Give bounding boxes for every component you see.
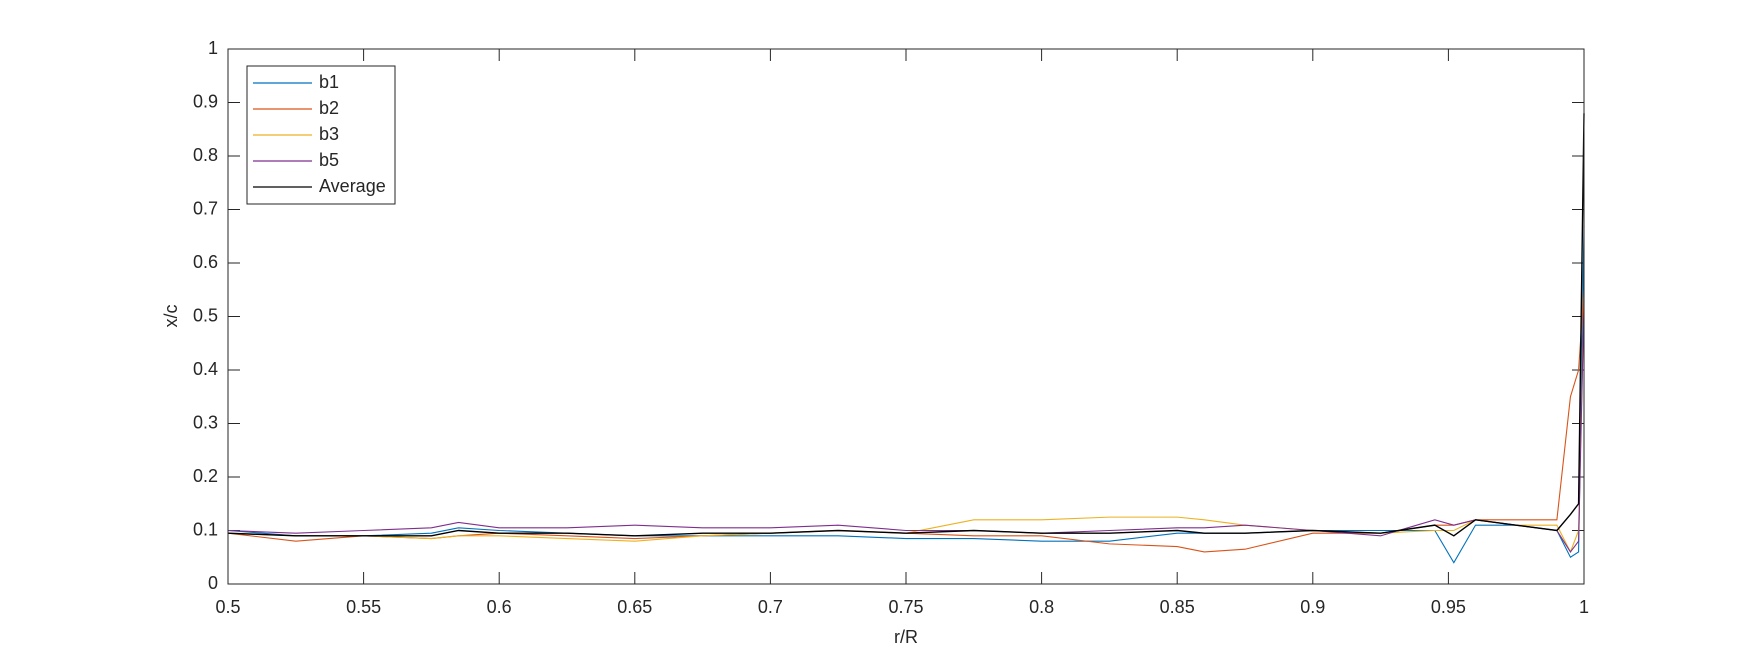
x-tick-label: 0.55 — [346, 597, 381, 617]
legend-label: b2 — [319, 98, 339, 118]
legend-label: b1 — [319, 72, 339, 92]
plot-frame — [227, 48, 1585, 585]
legend: b1 b2 b3 b5 Average — [246, 65, 396, 205]
x-tick-label: 0.85 — [1160, 597, 1195, 617]
y-tick-label: 1 — [208, 38, 218, 58]
y-tick-label: 0.5 — [193, 305, 218, 325]
legend-label: b3 — [319, 124, 339, 144]
x-tick-label: 0.5 — [215, 597, 240, 617]
y-tick-label: 0.8 — [193, 145, 218, 165]
y-tick-label: 0.3 — [193, 412, 218, 432]
y-axis-label: x/c — [161, 304, 181, 327]
y-tick-label: 0.6 — [193, 252, 218, 272]
y-tick-label: 0 — [208, 573, 218, 593]
x-axis-label: r/R — [894, 627, 918, 647]
x-tick-label: 0.7 — [758, 597, 783, 617]
legend-label: Average — [319, 176, 386, 196]
x-tick-label: 0.75 — [888, 597, 923, 617]
series-line — [227, 225, 1585, 564]
y-tick-label: 0.9 — [193, 91, 218, 111]
x-tick-label: 0.9 — [1300, 597, 1325, 617]
y-tick-label: 0.1 — [193, 519, 218, 539]
series-line — [227, 113, 1585, 537]
y-tick-label: 0.2 — [193, 466, 218, 486]
x-tick-label: 0.8 — [1029, 597, 1054, 617]
series-line — [227, 289, 1585, 553]
x-tick-label: 0.65 — [617, 597, 652, 617]
x-tick-label: 0.95 — [1431, 597, 1466, 617]
x-tick-label: 1 — [1579, 597, 1589, 617]
x-tick-label: 0.6 — [487, 597, 512, 617]
legend-label: b5 — [319, 150, 339, 170]
y-tick-label: 0.7 — [193, 198, 218, 218]
y-tick-label: 0.4 — [193, 359, 218, 379]
